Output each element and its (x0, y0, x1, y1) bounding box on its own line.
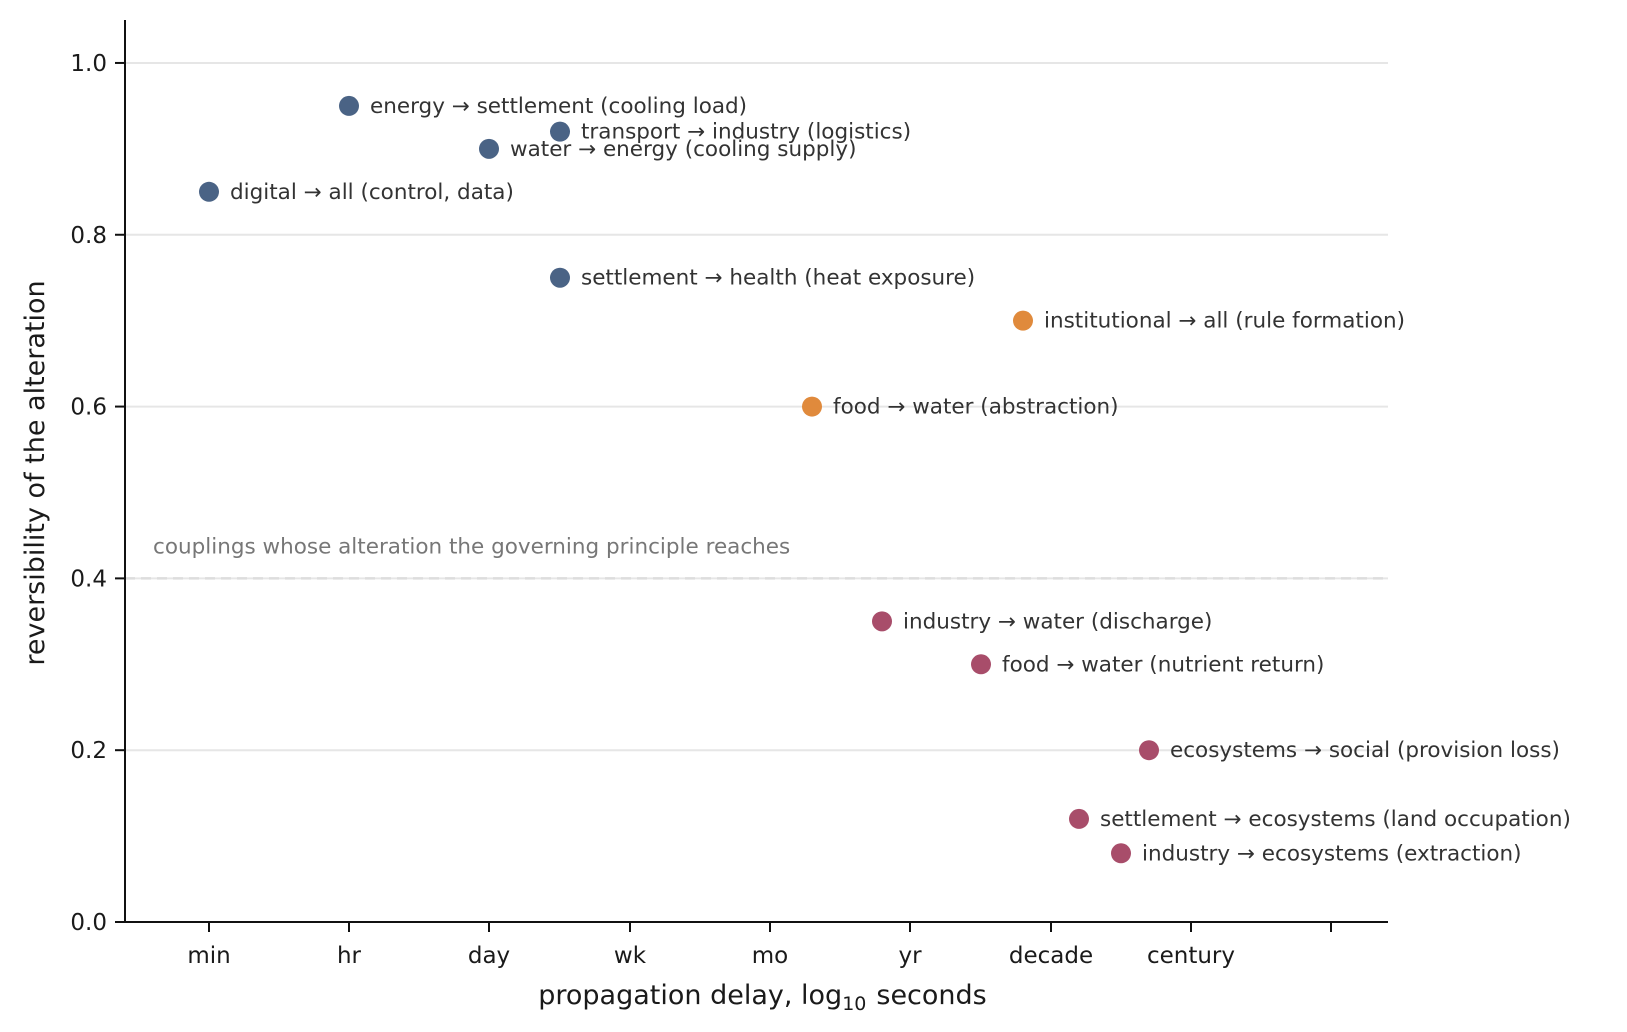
data-point (1069, 808, 1089, 829)
y-tick-label: 1.0 (70, 51, 107, 77)
data-point (872, 611, 892, 632)
y-tick-label: 0.8 (70, 223, 107, 249)
threshold-label: couplings whose alteration the governing… (153, 534, 790, 559)
x-tick-label: century (1147, 943, 1235, 969)
x-axis-title-sub: 10 (842, 993, 866, 1015)
data-points (199, 95, 1159, 864)
data-point (1013, 310, 1033, 331)
data-point (339, 95, 359, 116)
x-tick-label: wk (614, 943, 647, 969)
y-axis-ticks: 0.0 0.2 0.4 0.6 0.8 1.0 (70, 51, 125, 936)
x-axis-ticks: min hr day wk mo yr decade century (187, 922, 1332, 969)
point-label: settlement → health (heat exposure) (581, 266, 975, 291)
point-label: energy → settlement (cooling load) (370, 94, 747, 119)
y-tick-label: 0.0 (70, 910, 107, 936)
x-axis-title: propagation delay, log10 seconds (538, 980, 987, 1015)
x-tick-label: mo (752, 943, 788, 969)
x-tick-label: day (468, 943, 510, 969)
data-point (971, 654, 991, 675)
point-label: transport → industry (logistics) (581, 120, 911, 145)
threshold: couplings whose alteration the governing… (125, 534, 1388, 580)
point-label: settlement → ecosystems (land occupation… (1100, 807, 1571, 832)
point-label: institutional → all (rule formation) (1044, 309, 1405, 334)
y-tick-label: 0.4 (70, 566, 107, 592)
point-label: industry → water (discharge) (903, 609, 1212, 634)
data-point (802, 396, 822, 417)
data-point (550, 121, 570, 142)
point-label: food → water (nutrient return) (1002, 652, 1324, 677)
point-label: digital → all (control, data) (230, 180, 514, 205)
y-tick-label: 0.6 (70, 395, 107, 421)
data-point (479, 138, 499, 159)
point-label: ecosystems → social (provision loss) (1170, 738, 1560, 763)
x-tick-label: min (187, 943, 230, 969)
x-axis-title-suffix: seconds (876, 980, 986, 1011)
point-label: industry → ecosystems (extraction) (1142, 841, 1522, 866)
x-tick-label: decade (1009, 943, 1093, 969)
y-axis-title: reversibility of the alteration (20, 280, 51, 665)
gridlines (125, 61, 1388, 752)
axes (124, 20, 1388, 923)
data-point (550, 267, 570, 288)
x-tick-label: hr (337, 943, 362, 969)
data-point (199, 181, 219, 202)
data-point (1139, 740, 1159, 761)
point-labels: energy → settlement (cooling load)transp… (230, 94, 1571, 866)
point-label: food → water (abstraction) (833, 395, 1119, 420)
y-tick-label: 0.2 (70, 738, 107, 764)
x-axis-title-main: propagation delay, log (538, 980, 842, 1011)
point-label: water → energy (cooling supply) (510, 137, 856, 162)
data-point (1111, 843, 1131, 864)
x-tick-label: yr (898, 943, 922, 969)
